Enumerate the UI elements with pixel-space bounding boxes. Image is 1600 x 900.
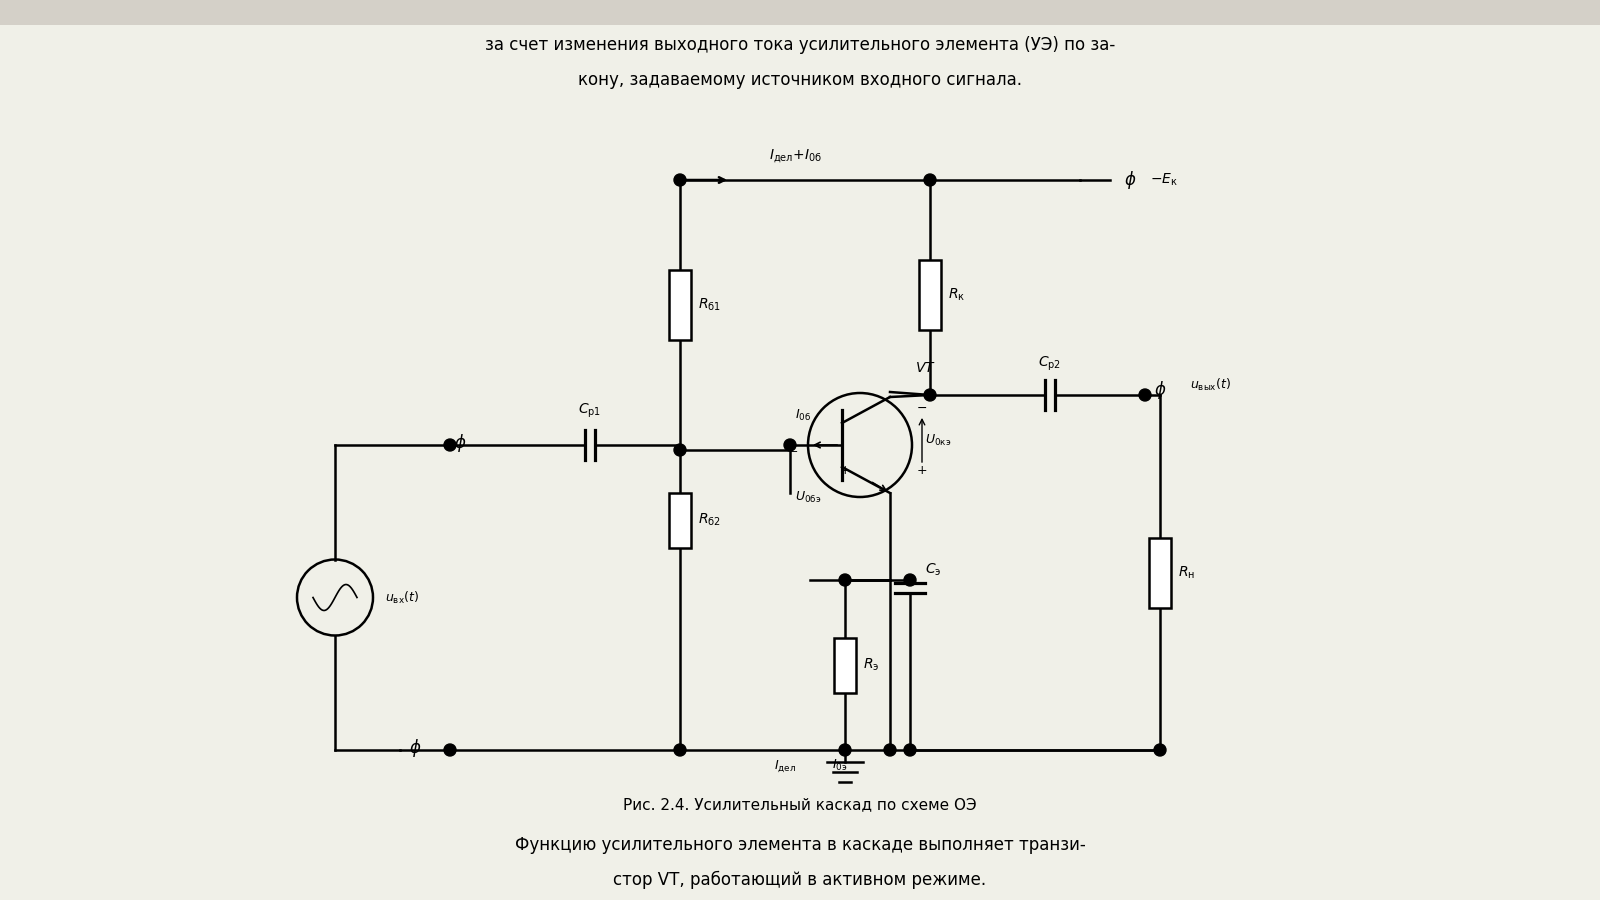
Text: $-E_{\rm к}$: $-E_{\rm к}$ [1150,172,1178,188]
Circle shape [784,439,797,451]
Circle shape [445,744,456,756]
Text: кону, задаваемому источником входного сигнала.: кону, задаваемому источником входного си… [578,71,1022,89]
Bar [669,270,691,340]
Text: Функцию усилительного элемента в каскаде выполняет транзи-: Функцию усилительного элемента в каскаде… [515,836,1085,854]
Circle shape [674,744,686,756]
Circle shape [925,174,936,186]
Text: $I_{\rm 0б}$: $I_{\rm 0б}$ [795,408,811,423]
Bar [1149,537,1171,608]
Text: $R_{\rm б2}$: $R_{\rm б2}$ [698,512,722,528]
Circle shape [904,574,917,586]
Circle shape [1154,744,1166,756]
Circle shape [838,744,851,756]
Text: $\phi$: $\phi$ [1123,169,1136,191]
Text: $U_{\rm 0кэ}$: $U_{\rm 0кэ}$ [925,433,952,447]
Circle shape [904,744,917,756]
Circle shape [925,389,936,401]
Text: $C_{\rm р2}$: $C_{\rm р2}$ [1038,355,1061,373]
Text: $+$: $+$ [917,464,928,476]
Text: $\phi$: $\phi$ [1154,379,1166,401]
Text: Рис. 2.4. Усилительный каскад по схеме ОЭ: Рис. 2.4. Усилительный каскад по схеме О… [622,797,978,813]
Text: $\phi$: $\phi$ [408,737,421,759]
Text: $u_{\rm вх}(t)$: $u_{\rm вх}(t)$ [386,590,419,606]
Circle shape [674,444,686,456]
Bar [834,637,856,692]
Text: $C_{\rm э}$: $C_{\rm э}$ [925,562,941,578]
Text: стор VT, работающий в активном режиме.: стор VT, работающий в активном режиме. [613,871,987,889]
Text: $-$: $-$ [917,400,928,413]
Text: $VT$: $VT$ [915,361,936,375]
Text: $I_{\rm дел}$$+ I_{\rm 0б}$: $I_{\rm дел}$$+ I_{\rm 0б}$ [768,148,821,165]
Bar [0,0,1600,25]
Text: $R_{\rm б1}$: $R_{\rm б1}$ [698,297,722,313]
Circle shape [445,439,456,451]
Text: $I_{\rm 0э}$: $I_{\rm 0э}$ [832,758,848,773]
Text: $-$: $-$ [787,445,798,455]
Text: $u_{\rm вых}(t)$: $u_{\rm вых}(t)$ [1190,377,1230,393]
Text: $I_{\rm дел}$: $I_{\rm дел}$ [774,758,795,774]
Circle shape [1139,389,1150,401]
Text: $R_{\rm э}$: $R_{\rm э}$ [862,657,880,673]
Text: $+$: $+$ [840,464,851,476]
Text: $\phi$: $\phi$ [454,432,466,454]
Text: $R_{\rm к}$: $R_{\rm к}$ [947,287,965,303]
Circle shape [838,574,851,586]
Text: за счет изменения выходного тока усилительного элемента (УЭ) по за-: за счет изменения выходного тока усилите… [485,36,1115,54]
Bar [918,260,941,330]
Circle shape [674,174,686,186]
Bar [669,492,691,547]
Text: $U_{\rm 0бэ}$: $U_{\rm 0бэ}$ [795,490,821,505]
Text: $R_{\rm н}$: $R_{\rm н}$ [1178,564,1195,580]
Circle shape [883,744,896,756]
Text: $C_{\rm р1}$: $C_{\rm р1}$ [579,401,602,420]
